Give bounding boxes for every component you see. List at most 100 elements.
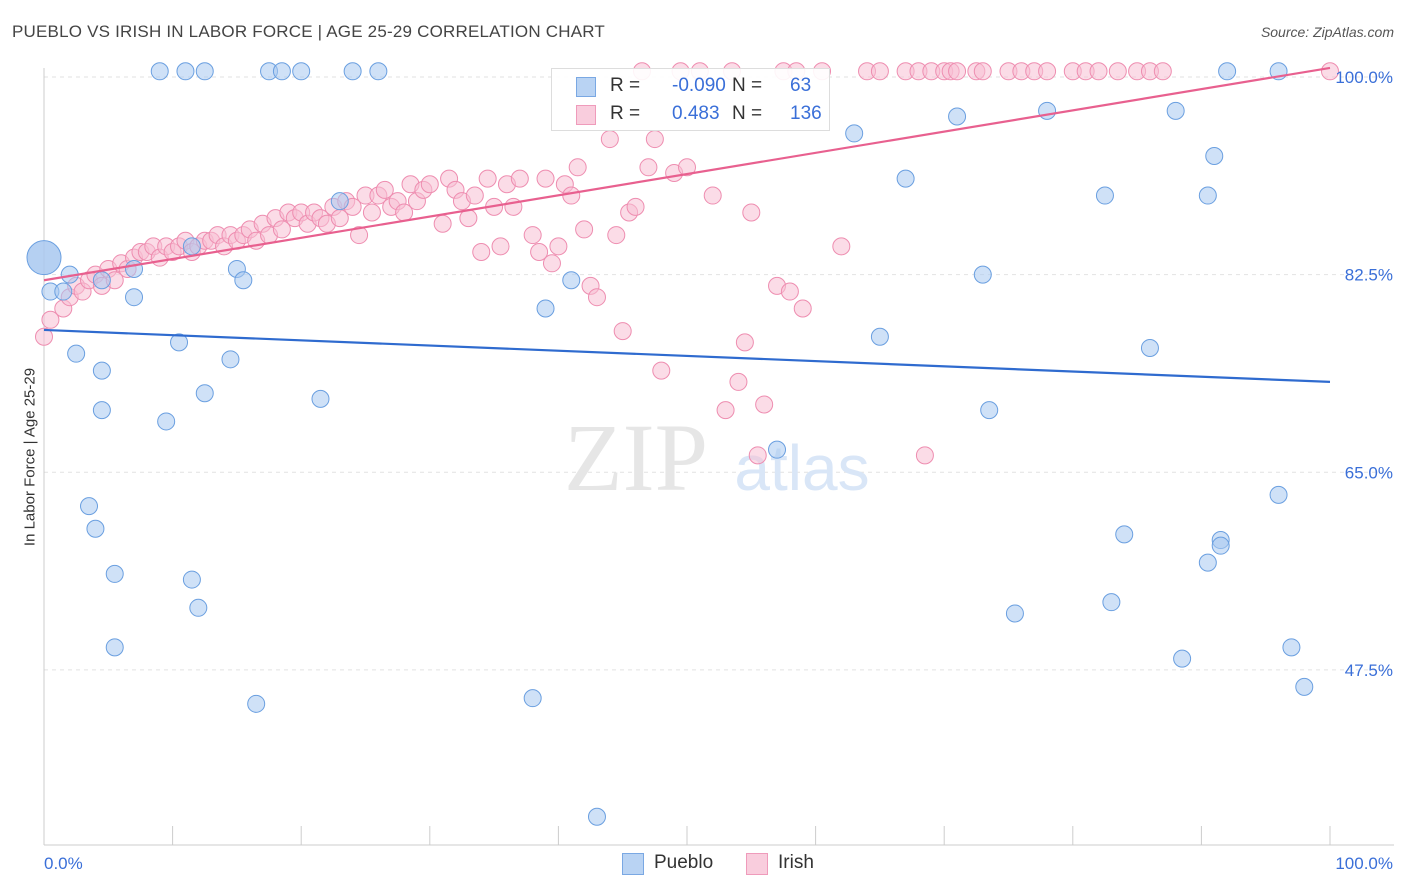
pueblo-point — [150, 62, 169, 81]
irish-point — [645, 130, 664, 149]
pueblo-point — [980, 401, 999, 420]
irish-point — [362, 203, 381, 222]
pueblo-point — [67, 344, 86, 363]
y-tick-label: 82.5% — [1345, 266, 1393, 285]
y-tick-label: 65.0% — [1345, 463, 1393, 482]
irish-swatch — [576, 105, 596, 125]
irish-point — [510, 169, 529, 188]
irish-point — [375, 180, 394, 199]
legend-r-value: -0.090 — [672, 75, 726, 96]
irish-point — [350, 226, 369, 245]
pueblo-point — [1205, 147, 1224, 166]
irish-trend-line — [43, 66, 1331, 282]
pueblo-swatch — [576, 77, 596, 97]
x-tick-label: 100.0% — [1335, 854, 1393, 873]
irish-point — [478, 169, 497, 188]
pueblo-point — [1115, 525, 1134, 544]
pueblo-point — [157, 412, 176, 431]
irish-point — [575, 220, 594, 239]
pueblo-points — [26, 62, 1314, 826]
irish-point — [729, 372, 748, 391]
irish-point — [491, 237, 510, 256]
pueblo-point — [170, 333, 189, 352]
pueblo-point — [768, 440, 787, 459]
pueblo-point — [125, 288, 144, 307]
zipatlas-watermark: ZIP atlas — [564, 404, 870, 511]
legend-n-label: N = — [732, 75, 763, 96]
y-tick-label: 47.5% — [1345, 661, 1393, 680]
pueblo-point — [195, 62, 214, 81]
pueblo-point — [562, 271, 581, 290]
pueblo-point — [1095, 186, 1114, 205]
irish-point — [832, 237, 851, 256]
pueblo-point — [870, 327, 889, 346]
irish-points — [35, 62, 1339, 465]
pueblo-point — [587, 807, 606, 826]
pueblo-point — [92, 361, 111, 380]
axes — [43, 68, 1394, 846]
irish-point — [549, 237, 568, 256]
irish-point — [870, 62, 889, 81]
irish-point — [523, 226, 542, 245]
tick-labels: 100.0% 82.5% 65.0% 47.5% 0.0% 100.0% — [44, 68, 1393, 873]
pueblo-point — [125, 259, 144, 278]
pueblo-point — [195, 384, 214, 403]
irish-point — [607, 226, 626, 245]
pueblo-point — [80, 497, 99, 516]
legend-r-value: 0.483 — [672, 103, 720, 124]
legend-r-label: R = — [610, 103, 641, 124]
pueblo-point — [1005, 604, 1024, 623]
irish-point — [748, 446, 767, 465]
legend-n-value: 63 — [790, 75, 812, 96]
irish-point — [542, 254, 561, 273]
irish-point — [472, 243, 491, 262]
pueblo-point — [1173, 649, 1192, 668]
pueblo-point — [1218, 62, 1237, 81]
pueblo-point — [105, 638, 124, 657]
pueblo-point — [523, 689, 542, 708]
irish-point — [420, 175, 439, 194]
irish-point — [35, 327, 53, 346]
grid-lines — [44, 76, 1394, 671]
irish-point — [703, 186, 722, 205]
irish-point — [600, 130, 619, 149]
correlation-legend: R = -0.090 N = 63 R = 0.483 N = 136 — [551, 68, 830, 131]
pueblo-point — [26, 240, 62, 276]
y-tick-label: 100.0% — [1335, 68, 1393, 87]
pueblo-point — [948, 107, 967, 126]
irish-point — [1038, 62, 1057, 81]
irish-legend-swatch — [746, 853, 768, 875]
watermark-atlas: atlas — [734, 432, 869, 504]
irish-point — [587, 288, 606, 307]
irish-point — [433, 214, 452, 233]
irish-point — [639, 158, 658, 177]
pueblo-point — [92, 401, 111, 420]
pueblo-point — [92, 271, 111, 290]
irish-point — [562, 186, 581, 205]
pueblo-point — [1282, 638, 1301, 657]
irish-point — [536, 169, 555, 188]
irish-point — [530, 243, 549, 262]
watermark-zip: ZIP — [564, 404, 708, 511]
pueblo-point — [1166, 101, 1185, 120]
pueblo-trend-line — [43, 328, 1331, 384]
irish-point — [626, 197, 645, 216]
pueblo-point — [1038, 101, 1057, 120]
irish-point — [41, 310, 60, 329]
irish-point — [735, 333, 754, 352]
pueblo-point — [292, 62, 311, 81]
pueblo-point — [1140, 339, 1159, 358]
source-label: Source: ZipAtlas.com — [1260, 24, 1394, 40]
irish-point — [948, 62, 967, 81]
irish-point — [678, 158, 696, 177]
pueblo-point — [54, 282, 73, 301]
pueblo-point — [1198, 553, 1217, 572]
irish-point — [793, 299, 812, 318]
irish-legend-label: Irish — [778, 852, 814, 873]
irish-point — [1321, 62, 1339, 81]
pueblo-point — [234, 271, 253, 290]
pueblo-point — [247, 694, 266, 713]
pueblo-point — [343, 62, 362, 81]
legend-r-label: R = — [610, 75, 641, 96]
